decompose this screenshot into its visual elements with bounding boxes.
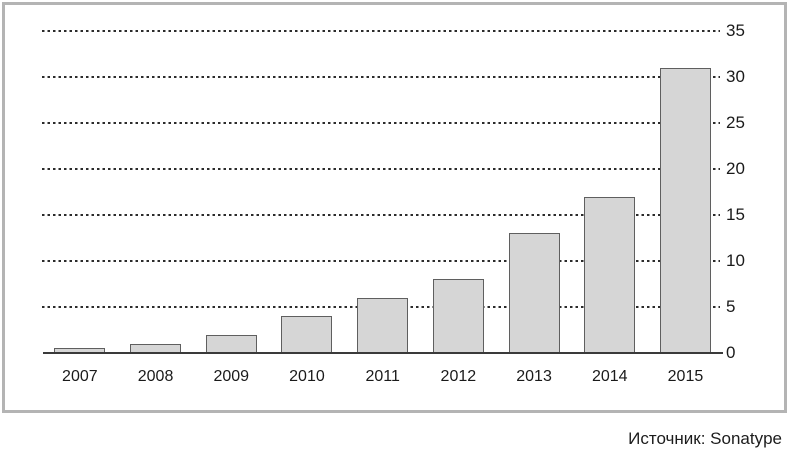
y-axis-label-5: 5 (726, 297, 736, 316)
x-axis-label-2007: 2007 (62, 368, 98, 385)
x-axis-label-2011: 2011 (365, 368, 400, 385)
y-axis-label-30: 30 (726, 67, 745, 86)
gridline-30 (42, 76, 720, 78)
x-axis-label-2013: 2013 (516, 368, 552, 385)
x-axis-line (43, 352, 723, 354)
bar-2010 (281, 316, 333, 353)
x-axis-label-2008: 2008 (137, 368, 174, 385)
x-axis-label-2015: 2015 (667, 368, 704, 385)
x-axis-label-2014: 2014 (591, 368, 628, 385)
source-note: Источник: Sonatype (628, 429, 782, 448)
y-axis-label-0: 0 (726, 343, 736, 362)
x-axis-label-2009: 2009 (213, 368, 250, 385)
gridline-25 (42, 122, 720, 124)
y-axis-label-35: 35 (726, 21, 745, 40)
bar-2012 (432, 279, 484, 353)
y-axis-label-10: 10 (726, 251, 745, 270)
bar-2015 (659, 67, 711, 353)
x-axis-label-2012: 2012 (440, 368, 477, 385)
x-axis-label-2010: 2010 (289, 368, 325, 385)
y-axis-label-15: 15 (726, 205, 745, 224)
gridline-10 (42, 260, 720, 262)
gridline-35 (42, 30, 720, 32)
bar-2013 (508, 233, 560, 353)
gridline-15 (42, 214, 720, 216)
bar-2011 (357, 297, 409, 353)
y-axis-label-25: 25 (726, 113, 745, 132)
gridline-20 (42, 168, 720, 170)
bar-2014 (584, 196, 636, 353)
bar-2009 (205, 334, 257, 353)
y-axis-label-20: 20 (726, 159, 745, 178)
